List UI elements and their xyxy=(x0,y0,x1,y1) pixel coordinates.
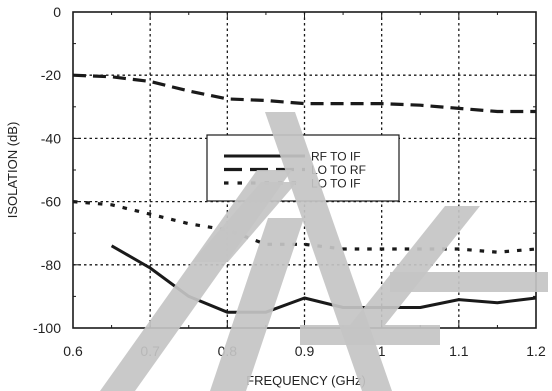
x-axis-title: FREQUENCY (GHz) xyxy=(246,373,366,388)
watermark-graphic xyxy=(100,112,548,391)
legend-label: RF TO IF xyxy=(311,150,361,164)
x-tick-label: 1.1 xyxy=(449,343,469,359)
watermark-stroke xyxy=(350,206,480,325)
y-tick-label: -100 xyxy=(33,320,61,336)
x-tick-label: 1 xyxy=(378,343,386,359)
y-tick-label: -20 xyxy=(41,67,61,83)
x-tick-label: 0.9 xyxy=(295,343,315,359)
y-tick-label: -80 xyxy=(41,257,61,273)
series-line-lo-to-rf xyxy=(72,73,536,114)
series-line-lo-to-if xyxy=(72,200,537,254)
axis-ticks xyxy=(72,11,537,329)
x-tick-label: 1.2 xyxy=(526,343,546,359)
y-tick-label: -60 xyxy=(41,194,61,210)
y-axis-title: ISOLATION (dB) xyxy=(5,122,20,219)
y-tick-label: -40 xyxy=(41,130,61,146)
legend-label: LO TO IF xyxy=(311,177,361,191)
watermark-stroke xyxy=(300,325,440,345)
watermark-stroke xyxy=(192,182,297,262)
watermark-stroke xyxy=(210,218,304,391)
y-tick-label: 0 xyxy=(53,4,61,20)
x-tick-label: 0.6 xyxy=(63,343,83,359)
legend-label: LO TO RF xyxy=(311,163,366,177)
watermark-stroke xyxy=(390,272,548,292)
